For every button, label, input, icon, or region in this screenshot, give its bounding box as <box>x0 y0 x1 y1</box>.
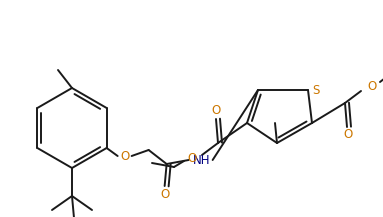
Text: O: O <box>367 81 376 94</box>
Text: O: O <box>187 153 196 166</box>
Text: O: O <box>160 187 169 201</box>
Text: O: O <box>120 150 129 163</box>
Text: O: O <box>211 105 221 117</box>
Text: O: O <box>344 128 353 141</box>
Text: NH: NH <box>193 153 210 166</box>
Text: S: S <box>312 84 320 97</box>
